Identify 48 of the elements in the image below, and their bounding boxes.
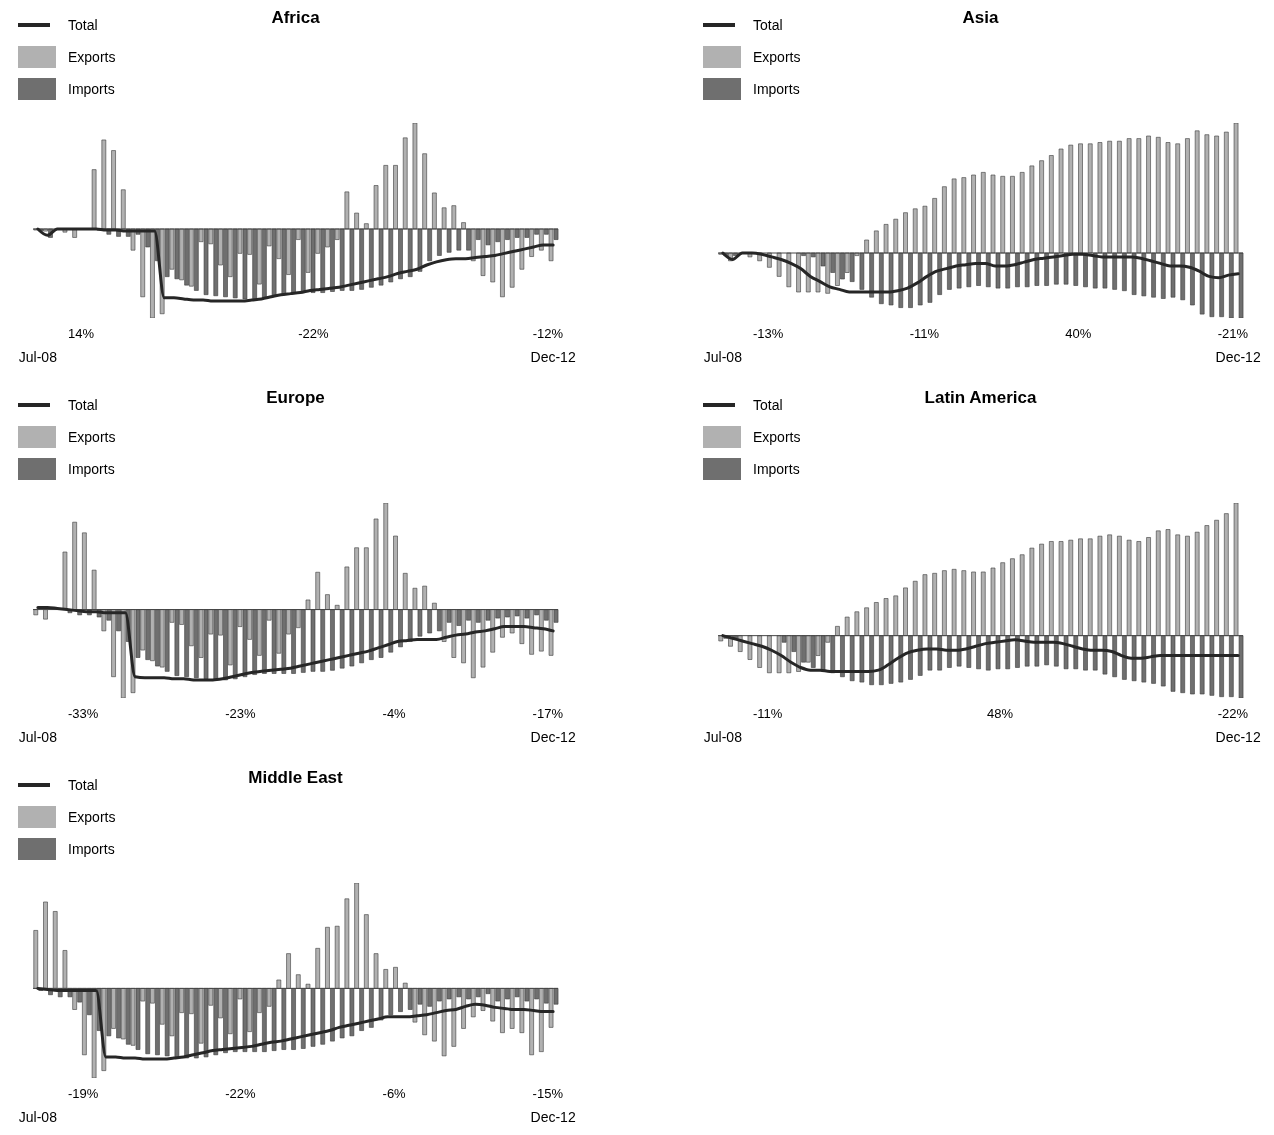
text: -22%	[225, 1086, 256, 1101]
legend-label: Total	[68, 397, 98, 413]
text: -22%	[1217, 706, 1248, 721]
text: -23%	[225, 706, 256, 721]
legend-label: Total	[68, 777, 98, 793]
x-tick-label: Jul-08	[703, 348, 743, 365]
text: -13%	[753, 326, 784, 341]
legend-label: Exports	[753, 49, 801, 65]
text: -33%	[68, 706, 99, 721]
legend-label: Exports	[753, 429, 801, 445]
legend-label: Imports	[68, 461, 115, 477]
legend-label: Imports	[68, 841, 115, 857]
text: -4%	[382, 706, 406, 721]
text: -6%	[382, 1086, 406, 1101]
text: 40%	[1065, 326, 1092, 341]
legend-label: Total	[68, 17, 98, 33]
x-tick-label: Dec-12	[530, 348, 576, 365]
x-tick-label: Dec-12	[1215, 728, 1261, 745]
x-tick-label: Dec-12	[530, 1108, 576, 1125]
text: -19%	[68, 1086, 99, 1101]
legend-label: Exports	[68, 49, 116, 65]
text: -17%	[532, 706, 563, 721]
legend-label: Imports	[68, 81, 115, 97]
x-tick-label: Jul-08	[18, 728, 58, 745]
chart-title: Middle East	[248, 768, 343, 787]
legend-label: Imports	[753, 81, 800, 97]
x-tick-label: Jul-08	[703, 728, 743, 745]
chart-title: Asia	[962, 8, 999, 27]
legend-label: Total	[753, 397, 783, 413]
legend-label: Total	[753, 17, 783, 33]
text: -12%	[532, 326, 563, 341]
legend-label: Exports	[68, 429, 116, 445]
x-tick-label: Jul-08	[18, 348, 58, 365]
text: 48%	[987, 706, 1014, 721]
legend-label: Imports	[753, 461, 800, 477]
chart-title: Europe	[266, 388, 325, 407]
x-tick-label: Jul-08	[18, 1108, 58, 1125]
chart-title: Latin America	[924, 388, 1037, 407]
x-tick-label: Dec-12	[530, 728, 576, 745]
legend-label: Exports	[68, 809, 116, 825]
text: -21%	[1217, 326, 1248, 341]
text: -22%	[298, 326, 329, 341]
text: -11%	[909, 326, 940, 341]
text: 14%	[68, 326, 95, 341]
text: -15%	[532, 1086, 563, 1101]
text: -11%	[753, 706, 783, 721]
x-tick-label: Dec-12	[1215, 348, 1261, 365]
chart-title: Africa	[271, 8, 320, 27]
